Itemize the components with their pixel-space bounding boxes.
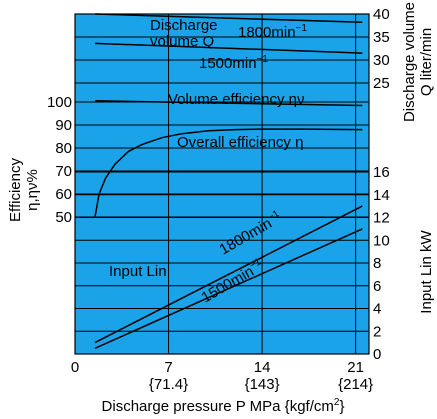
left-tick-label-5: 100 bbox=[47, 94, 72, 111]
annotation-volume-efficiency: Volume efficiency ην bbox=[168, 91, 304, 108]
right-upper-tick-label-2: 35 bbox=[373, 29, 390, 46]
x-tick-label-0: 0 bbox=[71, 359, 79, 376]
annotation-1800-volume-text: 1800min bbox=[238, 24, 296, 41]
series-line-volume_efficiency bbox=[94, 100, 363, 107]
x-axis-label-main: Discharge pressure P MPa {kgf/cm bbox=[102, 398, 334, 415]
annotation-input-lin: Input Lin bbox=[109, 263, 167, 280]
annotation-1800-volume: 1800min−1 bbox=[238, 23, 307, 41]
right-lower-tick-label-3: 6 bbox=[373, 278, 381, 295]
left-tick-label-0: 50 bbox=[55, 209, 72, 226]
right-upper-axis-label-line2: Q liter/min bbox=[418, 28, 435, 96]
series-lines bbox=[94, 13, 363, 349]
left-tick-label-4: 90 bbox=[55, 117, 72, 134]
right-lower-tick-label-6: 12 bbox=[373, 210, 390, 227]
left-tick-label-1: 60 bbox=[55, 186, 72, 203]
series-line-overall_efficiency bbox=[94, 128, 363, 218]
annotation-1800-input-sup: −1 bbox=[266, 208, 282, 223]
grid-lines bbox=[75, 13, 369, 355]
left-axis-label-line1: Efficiency bbox=[7, 158, 24, 222]
series-line-input-1500 bbox=[94, 228, 363, 349]
right-lower-axis-label: Input Lin kW bbox=[418, 229, 435, 313]
annotation-1800-volume-sup: −1 bbox=[296, 23, 308, 34]
annotation-1500-volume-sup: −1 bbox=[257, 54, 269, 65]
right-upper-tick-label-1: 30 bbox=[373, 52, 390, 69]
x-sub-tick-label-2: {143} bbox=[245, 376, 280, 393]
annotation-overall-efficiency: Overall efficiency η bbox=[177, 134, 303, 151]
right-lower-tick-label-5: 10 bbox=[373, 232, 390, 249]
right-lower-tick-label-8: 16 bbox=[373, 164, 390, 181]
annotation-discharge-line1: Discharge bbox=[150, 17, 218, 34]
right-upper-axis-label-line1: Discharge volume bbox=[401, 2, 418, 122]
series-line-input-1800 bbox=[94, 205, 363, 344]
x-tick-label-1: 7 bbox=[164, 359, 172, 376]
annotation-1500-input-sup: −1 bbox=[248, 256, 264, 271]
right-upper-tick-label-0: 25 bbox=[373, 75, 390, 92]
x-axis-label-end: } bbox=[339, 398, 344, 415]
left-tick-label-3: 80 bbox=[55, 140, 72, 157]
x-axis-label: Discharge pressure P MPa {kgf/cm2} bbox=[102, 397, 345, 415]
tick-labels: 0 7{71.4}14{143}21{214}506070809010025303… bbox=[47, 6, 390, 393]
right-lower-tick-label-2: 4 bbox=[373, 301, 381, 318]
right-lower-tick-label-4: 8 bbox=[373, 255, 381, 272]
x-sub-tick-label-1: {71.4} bbox=[149, 376, 188, 393]
right-lower-tick-label-7: 14 bbox=[373, 187, 390, 204]
right-upper-tick-label-3: 40 bbox=[373, 6, 390, 23]
x-sub-tick-label-3: {214} bbox=[338, 376, 373, 393]
series-line-discharge_volume-1500 bbox=[94, 42, 363, 54]
left-axis-label-line2: η,ην% bbox=[24, 169, 41, 211]
x-tick-label-3: 21 bbox=[347, 359, 364, 376]
right-lower-tick-label-0: 0 bbox=[373, 346, 381, 363]
right-lower-tick-label-1: 2 bbox=[373, 323, 381, 340]
plot-border bbox=[74, 13, 370, 355]
annotation-1500-volume: 1500min−1 bbox=[199, 54, 268, 72]
x-axis-label-sup: 2 bbox=[334, 397, 340, 408]
left-tick-label-2: 70 bbox=[55, 163, 72, 180]
series-line-discharge_volume-1800 bbox=[94, 13, 363, 24]
x-tick-label-2: 14 bbox=[254, 359, 271, 376]
annotation-1500-volume-text: 1500min bbox=[199, 55, 257, 72]
plot-area bbox=[75, 14, 369, 354]
annotation-discharge-line2: volume Q bbox=[150, 33, 214, 50]
